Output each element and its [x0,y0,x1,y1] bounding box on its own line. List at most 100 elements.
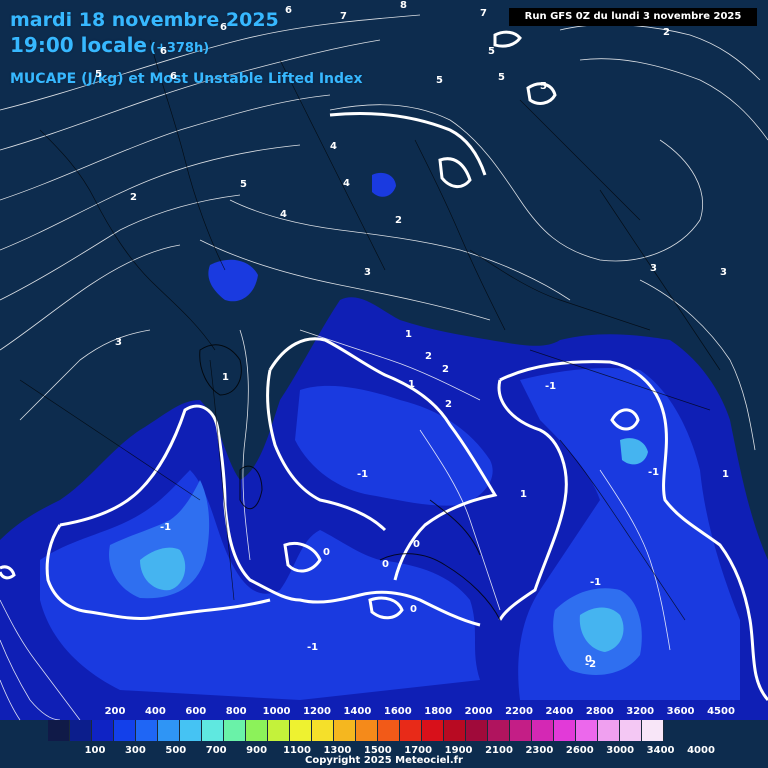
contour-label: 5 [240,179,247,190]
contour-label: 5 [436,75,443,86]
contour-label: -1 [648,467,660,478]
contour-label: 7 [340,11,347,22]
legend-swatch [224,720,246,741]
legend-bottom-label: 1500 [363,745,392,756]
legend-bottom-label: 1700 [404,745,433,756]
legend-swatch [70,720,92,741]
contour-label: 8 [400,0,407,11]
legend-top-label: 1400 [343,706,372,717]
legend-top-label: 2000 [464,706,493,717]
legend-top-label: 2200 [505,706,533,717]
contour-label: -1 [357,469,369,480]
cape-area-north-patch [208,259,258,302]
legend-top-label: 1800 [424,706,453,717]
contour-label: 2 [663,27,670,38]
legend-top-label: 3600 [666,706,695,717]
legend-bottom-label: 100 [84,745,106,756]
legend-swatch [334,720,356,741]
legend-swatch [48,720,70,741]
contour-label: 1 [405,329,412,340]
local-time: 19:00 locale [10,33,147,57]
legend-swatch [268,720,290,741]
legend-swatch [158,720,180,741]
legend-top-label: 1200 [303,706,331,717]
legend-bottom-label: 3400 [646,745,675,756]
legend-bottom-label: 700 [205,745,227,756]
legend-swatch [356,720,378,741]
contour-label: 0 [585,654,592,665]
legend-top-label: 4500 [707,706,735,717]
contour-label: 3 [720,267,727,278]
legend-top-label: 1600 [383,706,412,717]
legend-swatch [444,720,466,741]
legend-top-label: 1000 [262,706,291,717]
legend-swatch [202,720,224,741]
contour-label: 5 [498,72,505,83]
legend-swatch [554,720,576,741]
date-title: mardi 18 novembre 2025 [10,9,279,31]
contour-label: 6 [160,46,167,57]
contour-label: 2 [130,192,137,203]
cape-area-south-central [40,470,480,700]
legend-swatch [422,720,444,741]
legend-bottom-label: 300 [124,745,146,756]
zero-contour [0,30,768,702]
legend-swatch [532,720,554,741]
cape-area-islet [620,438,648,465]
contour-label: 0 [323,547,330,558]
contour-label: 4 [343,178,350,189]
contour-label: 4 [330,141,337,152]
legend-swatch [136,720,158,741]
legend-top-label: 800 [225,706,247,717]
legend-bottom-label: 900 [246,745,268,756]
legend-bottom-label: 2300 [525,745,554,756]
legend-swatch [488,720,510,741]
legend-swatch [510,720,532,741]
lifted-index-contours [0,14,768,721]
color-legend [48,720,664,741]
legend-bottom-label: 2100 [485,745,513,756]
legend-bottom-label: 1300 [323,745,352,756]
contour-label: 2 [445,399,452,410]
coastlines [199,344,501,621]
legend-swatch [114,720,136,741]
legend-top-label: 600 [185,706,207,717]
cape-area-north-small [372,172,396,197]
contour-label: 5 [488,46,495,57]
cape-area-central [295,385,493,506]
contour-label: -2 [585,659,597,670]
contour-label: 5 [95,69,102,80]
legend-swatch [620,720,642,741]
contour-label: 1 [520,489,527,500]
contour-label: -1 [545,381,557,392]
legend-top-label: 2400 [545,706,574,717]
legend-swatch [312,720,334,741]
contour-label: 0 [413,539,420,550]
contour-label: 6 [285,5,292,16]
legend-top-label: 400 [144,706,166,717]
country-borders [19,39,721,621]
legend-top-label: 3200 [626,706,655,717]
parameter-title: MUCAPE (J/kg) et Most Unstable Lifted In… [10,71,363,87]
legend-swatch [576,720,598,741]
cape-area-east-brightest [579,607,624,652]
contour-label: 0 [410,604,417,615]
contour-label: 2 [425,351,432,362]
contour-label: -1 [307,642,319,653]
legend-swatch [642,720,664,741]
legend-swatch [180,720,202,741]
legend-swatch [466,720,488,741]
contour-label: 2 [395,215,402,226]
time-title: 19:00 locale (+378h) [10,33,209,57]
legend-swatch [92,720,114,741]
legend-bottom-label: 4000 [687,745,715,756]
contour-label: 1 [222,372,229,383]
legend-swatch [400,720,422,741]
contour-label: 1 [722,469,729,480]
legend-bottom-label: 2600 [565,745,594,756]
legend-top-label: 2800 [585,706,614,717]
contour-label: 7 [480,8,487,19]
contour-label: 4 [280,209,287,220]
contour-label: 6 [220,22,227,33]
